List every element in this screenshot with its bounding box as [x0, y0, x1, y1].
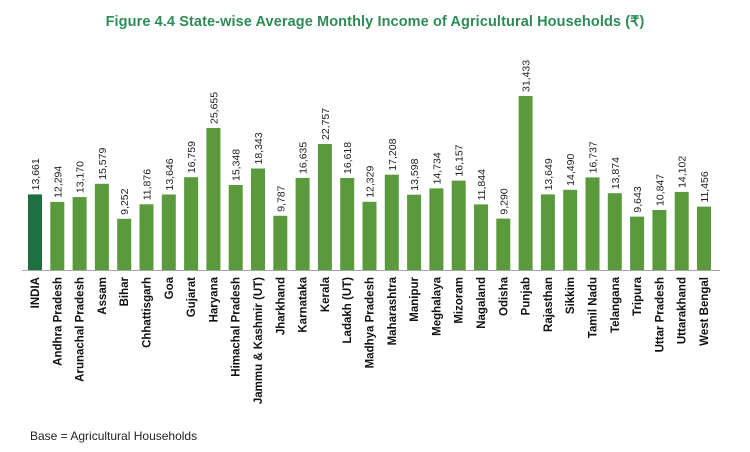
data-label: 13,598 [409, 158, 421, 190]
chart-title: Figure 4.4 State-wise Average Monthly In… [105, 14, 645, 30]
category-label: Tripura [632, 276, 644, 316]
bar-assam [94, 183, 109, 270]
data-label: 16,759 [186, 141, 198, 173]
category-label: Telangana [610, 276, 622, 333]
category-label: Rajasthan [543, 277, 555, 332]
bar-jharkhand [273, 215, 288, 270]
bar-tamil-nadu [585, 177, 600, 270]
category-label: Madhya Pradesh [365, 277, 377, 368]
category-label: Gujarat [186, 277, 198, 317]
category-label: Jharkhand [275, 277, 287, 335]
category-label: Jammu & Kashmir (UT) [253, 277, 265, 404]
data-label: 11,456 [699, 171, 711, 202]
data-label: 12,294 [52, 166, 64, 198]
bar-madhya-pradesh [362, 201, 377, 270]
bar-uttar-pradesh [652, 210, 667, 270]
data-label: 14,102 [677, 156, 689, 188]
data-label: 13,874 [610, 157, 622, 189]
category-label: Nagaland [476, 277, 488, 329]
bar-maharashtra [384, 174, 399, 270]
category-label: Haryana [208, 276, 220, 322]
bar-chhattisgarh [139, 204, 154, 270]
bar-punjab [518, 96, 533, 270]
data-label: 15,348 [231, 149, 243, 181]
bar-himachal-pradesh [228, 185, 243, 270]
bar-arunachal-pradesh [72, 197, 87, 270]
category-label: Mizoram [454, 277, 466, 324]
bar-jammu-kashmir-ut [251, 168, 265, 270]
bar-telangana [607, 193, 622, 270]
bar-andhra-pradesh [50, 201, 65, 270]
bar-nagaland [474, 204, 488, 270]
data-label: 16,618 [342, 142, 354, 174]
category-label: Odisha [498, 276, 510, 316]
category-label: Punjab [521, 277, 533, 315]
bar-kerala [317, 144, 332, 270]
data-label: 9,252 [119, 188, 131, 214]
data-label: 22,757 [320, 108, 332, 140]
category-label: Kerala [320, 276, 332, 312]
category-label: Tamil Nadu [588, 277, 600, 338]
category-label: Goa [164, 276, 176, 299]
data-label: 14,734 [431, 152, 443, 184]
data-label: 9,643 [632, 186, 644, 212]
data-label: 13,646 [164, 158, 176, 190]
data-label: 31,433 [521, 60, 533, 92]
bar-india [28, 194, 42, 270]
category-label: Arunachal Pradesh [75, 277, 87, 382]
data-label: 17,208 [387, 138, 399, 170]
data-label: 12,329 [365, 166, 377, 198]
category-label: Andhra Pradesh [52, 277, 64, 366]
data-label: 16,157 [454, 144, 466, 176]
bar-west-bengal [697, 206, 711, 270]
category-label: Bihar [119, 276, 131, 306]
data-label: 25,655 [208, 92, 220, 124]
category-label: INDIA [30, 277, 42, 308]
category-label: Assam [97, 277, 109, 315]
category-label: Karnataka [298, 276, 310, 332]
bar-karnataka [295, 177, 310, 270]
data-label: 9,290 [498, 188, 510, 214]
data-label: 13,649 [543, 158, 555, 190]
bar-mizoram [451, 180, 466, 270]
base-note: Base = Agricultural Households [30, 429, 198, 443]
bar-meghalaya [429, 188, 444, 270]
category-label: Uttarakhand [677, 277, 689, 344]
data-label: 11,876 [142, 169, 154, 200]
data-label: 9,787 [275, 185, 287, 211]
bar-manipur [407, 194, 422, 270]
data-label: 16,635 [298, 142, 310, 174]
category-label: Meghalaya [431, 276, 443, 335]
category-label: Maharashtra [387, 276, 399, 345]
data-label: 16,737 [588, 141, 600, 173]
bar-bihar [117, 218, 132, 270]
data-label: 14,490 [565, 154, 577, 186]
category-label: Sikkim [565, 277, 577, 314]
bar-tripura [630, 216, 645, 270]
category-label: Chhattisgarh [142, 277, 154, 348]
bar-goa [161, 194, 176, 270]
category-label: Himachal Pradesh [231, 277, 243, 377]
data-label: 15,579 [97, 148, 109, 180]
bar-gujarat [184, 177, 199, 270]
data-label: 13,661 [30, 158, 42, 190]
bar-haryana [206, 128, 221, 270]
bar-odisha [496, 218, 511, 270]
data-label: 11,844 [476, 169, 488, 200]
bar-ladakh-ut [340, 178, 355, 270]
category-label: West Bengal [699, 277, 711, 346]
bar-rajasthan [540, 194, 555, 270]
category-label: Ladakh (UT) [342, 277, 354, 344]
bar-uttarakhand [674, 191, 689, 270]
data-label: 13,170 [75, 161, 87, 193]
category-label: Uttar Pradesh [654, 277, 666, 352]
data-label: 18,343 [253, 132, 265, 164]
data-label: 10,847 [654, 174, 666, 206]
bar-sikkim [563, 189, 578, 270]
category-label: Manipur [409, 276, 421, 321]
